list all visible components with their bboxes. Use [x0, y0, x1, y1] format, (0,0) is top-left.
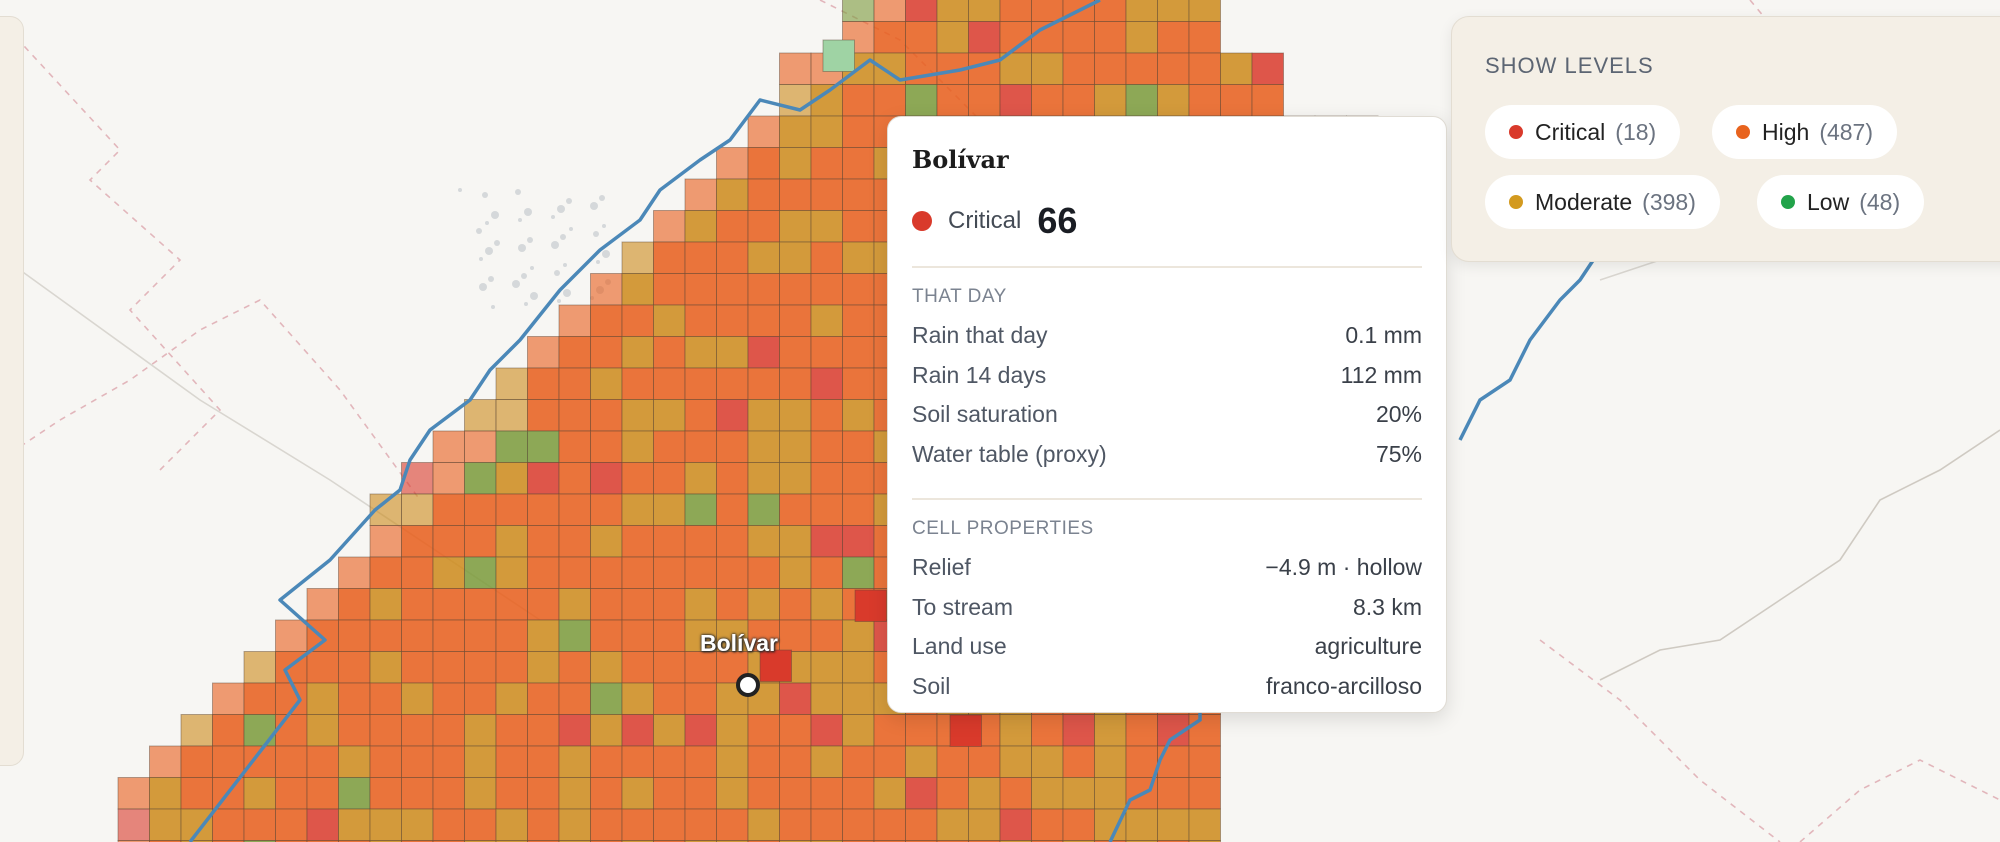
kv-value: agriculture: [1314, 633, 1422, 660]
chip-count: (18): [1615, 118, 1657, 145]
side-panel: [0, 16, 24, 766]
filter-chip-moderate[interactable]: Moderate (398): [1485, 175, 1720, 229]
kv-value: 8.3 km: [1352, 593, 1422, 620]
kv-label: Relief: [912, 554, 971, 581]
moderate-dot-icon: [1509, 195, 1523, 209]
critical-dot-icon: [1509, 125, 1523, 139]
kv-row: Relief −4.9 m · hollow: [912, 548, 1422, 588]
kv-value: 112 mm: [1340, 361, 1422, 388]
divider: [912, 498, 1422, 500]
kv-value: 20%: [1375, 401, 1422, 428]
cell-info-popup: Bolívar Critical 66 THAT DAY Rain that d…: [887, 116, 1447, 713]
chip-count: (398): [1642, 188, 1696, 215]
chip-count: (487): [1819, 118, 1874, 145]
town-label: Bolívar: [700, 630, 778, 656]
town-marker[interactable]: [736, 673, 760, 697]
kv-label: Rain that day: [912, 322, 1048, 349]
county-boundary-line-east: [1458, 238, 1612, 441]
chip-label: Critical: [1535, 118, 1606, 145]
kv-label: Rain 14 days: [912, 361, 1047, 388]
section-heading-cell-properties: CELL PROPERTIES: [912, 518, 1094, 539]
kv-label: To stream: [912, 593, 1013, 620]
filter-chip-high[interactable]: High (487): [1712, 105, 1898, 159]
popup-title: Bolívar: [912, 145, 1009, 174]
county-boundary-line-south: [1108, 700, 1202, 842]
kv-row: Soil franco-arcilloso: [912, 667, 1422, 707]
chip-label: High: [1762, 118, 1810, 145]
chip-label: Moderate: [1535, 188, 1633, 215]
county-boundary-line: [188, 0, 1101, 842]
kv-label: Land use: [912, 633, 1007, 660]
divider: [912, 266, 1422, 268]
section-heading-that-day: THAT DAY: [912, 286, 1007, 307]
kv-row: Land use agriculture: [912, 627, 1422, 667]
filter-chip-critical[interactable]: Critical (18): [1485, 105, 1681, 159]
kv-value: 75%: [1375, 440, 1422, 467]
kv-label: Water table (proxy): [912, 440, 1107, 467]
level-filter-panel: SHOW LEVELS Critical (18) High (487) Mod…: [1451, 16, 2000, 262]
kv-row: Soil saturation 20%: [912, 395, 1422, 435]
kv-label: Soil: [912, 672, 951, 699]
high-dot-icon: [1736, 125, 1750, 139]
kv-row: Rain that day 0.1 mm: [912, 316, 1422, 356]
kv-label: Soil saturation: [912, 401, 1058, 428]
kv-value: franco-arcilloso: [1266, 672, 1422, 699]
chip-label: Low: [1807, 188, 1850, 215]
that-day-list: Rain that day 0.1 mm Rain 14 days 112 mm S…: [912, 316, 1422, 474]
risk-level-label: Critical: [948, 207, 1022, 234]
kv-value: 0.1 mm: [1345, 322, 1422, 349]
filter-chip-low[interactable]: Low (48): [1757, 175, 1925, 229]
risk-score: 66: [1037, 200, 1078, 241]
risk-summary: Critical 66: [912, 200, 1422, 242]
risk-level-dot: [912, 211, 932, 231]
chip-count: (48): [1859, 188, 1901, 215]
cell-properties-list: Relief −4.9 m · hollow To stream 8.3 km La…: [912, 548, 1422, 706]
legend-title: SHOW LEVELS: [1485, 53, 1654, 78]
kv-row: Water table (proxy) 75%: [912, 435, 1422, 475]
kv-row: Rain 14 days 112 mm: [912, 356, 1422, 396]
low-dot-icon: [1781, 195, 1795, 209]
kv-row: To stream 8.3 km: [912, 588, 1422, 628]
kv-value: −4.9 m · hollow: [1265, 554, 1422, 581]
